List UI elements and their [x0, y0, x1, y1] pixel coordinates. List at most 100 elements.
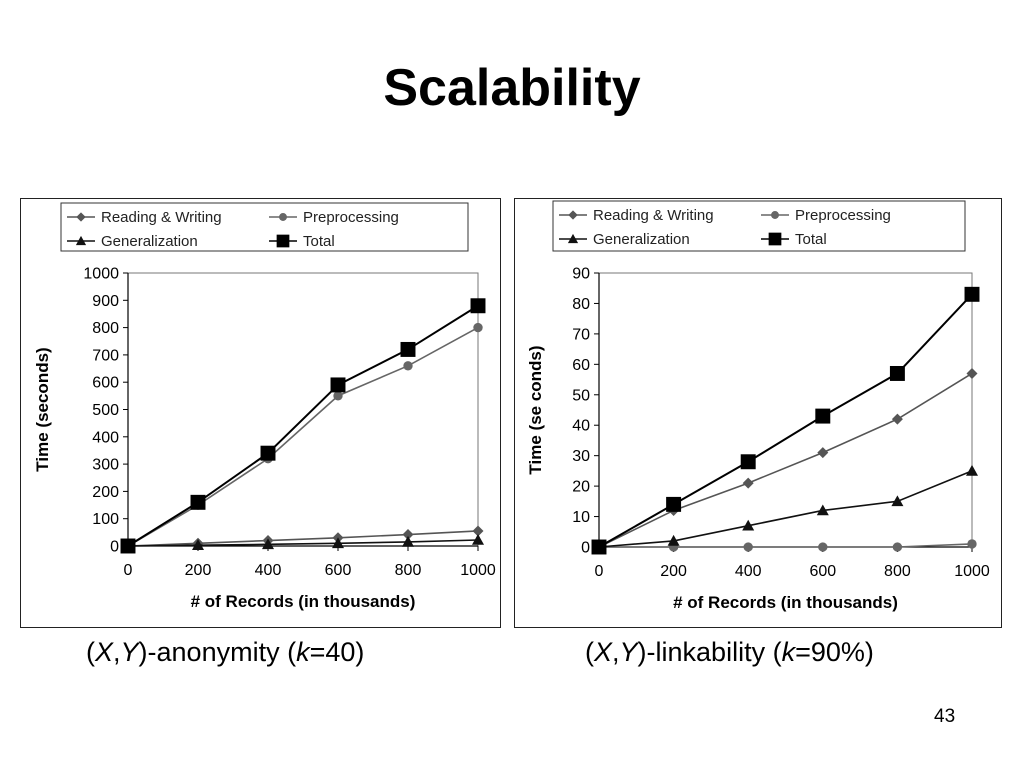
point-generalization — [402, 535, 414, 547]
legend-marker-square — [768, 232, 782, 246]
point-preprocessing — [967, 539, 977, 549]
x-tick-label: 400 — [255, 562, 282, 579]
x-tick-label: 400 — [735, 563, 762, 580]
point-preprocessing — [333, 391, 343, 401]
point-generalization — [966, 464, 978, 476]
legend-marker-triangle — [567, 233, 579, 244]
chart-anonymity: Reading & Writing Preprocessing Generaliza… — [33, 202, 496, 611]
point-reading-writing — [742, 477, 754, 489]
point-reading-writing — [817, 447, 829, 459]
point-preprocessing — [743, 542, 753, 552]
x-tick-label: 800 — [395, 562, 422, 579]
x-axis-label: # of Records (in thousands) — [673, 593, 898, 612]
y-tick-label: 50 — [572, 387, 590, 404]
x-axis-label: # of Records (in thousands) — [191, 592, 416, 611]
y-tick-label: 700 — [92, 347, 119, 364]
series-line-total — [598, 293, 973, 548]
point-generalization — [472, 533, 484, 545]
y-tick-label: 80 — [572, 296, 590, 313]
legend-label: Reading & Writing — [101, 209, 222, 226]
point-generalization — [667, 534, 680, 546]
point-preprocessing — [892, 542, 903, 552]
x-tick-label: 200 — [185, 562, 212, 579]
series-line-reading-writing — [127, 530, 479, 547]
y-tick-label: 0 — [110, 539, 119, 556]
point-preprocessing — [818, 542, 828, 552]
chart-linkability: Reading & Writing Preprocessing Generaliza… — [526, 200, 990, 612]
legend-marker-diamond — [76, 212, 86, 222]
series-line-preprocessing — [127, 326, 479, 547]
chart-panel-linkability: Reading & Writing Preprocessing Generaliza… — [514, 198, 1002, 628]
legend-label: Generalization — [593, 231, 690, 248]
point-total — [120, 538, 136, 554]
point-total — [470, 298, 486, 314]
series-line-preprocessing — [599, 543, 973, 548]
x-tick-label: 1000 — [954, 563, 990, 580]
point-reading-writing — [402, 529, 414, 541]
legend-marker-square — [276, 234, 290, 248]
slide-number: 43 — [934, 706, 956, 727]
point-total — [740, 454, 756, 470]
legend-label: Preprocessing — [303, 209, 399, 226]
y-axis-label: Time (se conds) — [526, 345, 545, 474]
point-generalization — [192, 539, 204, 550]
y-tick-label: 30 — [572, 448, 590, 465]
y-tick-label: 800 — [92, 320, 119, 337]
y-tick-label: 400 — [92, 429, 119, 446]
y-tick-label: 300 — [92, 457, 119, 474]
caption-anonymity: (X,Y)-anonymity (k=40) — [86, 637, 365, 667]
point-total — [330, 377, 346, 393]
x-tick-label: 0 — [124, 562, 133, 579]
point-reading-writing — [472, 525, 484, 537]
y-tick-label: 100 — [92, 511, 119, 528]
series-line-total — [127, 304, 479, 547]
point-generalization — [891, 495, 904, 507]
point-total — [964, 286, 980, 302]
y-tick-label: 200 — [92, 484, 119, 501]
point-reading-writing — [891, 413, 903, 425]
point-total — [591, 539, 607, 555]
y-tick-label: 60 — [572, 357, 590, 374]
point-generalization — [816, 504, 829, 516]
point-generalization — [742, 519, 755, 531]
caption-linkability: (X,Y)-linkability (k=90%) — [585, 637, 874, 667]
legend-label: Reading & Writing — [593, 207, 714, 224]
point-total — [400, 341, 416, 357]
legend-box — [60, 202, 469, 252]
series-line-generalization — [127, 539, 479, 547]
plot-area — [127, 272, 479, 547]
legend-marker-circle — [771, 211, 779, 219]
legend-label: Generalization — [101, 233, 198, 250]
x-tick-label: 1000 — [460, 562, 496, 579]
y-axis-label: Time (seconds) — [33, 347, 52, 471]
x-tick-label: 800 — [884, 563, 911, 580]
legend-marker-circle — [279, 213, 287, 221]
y-tick-label: 500 — [92, 402, 119, 419]
point-total — [190, 494, 206, 510]
x-tick-label: 600 — [325, 562, 352, 579]
y-tick-label: 70 — [572, 326, 590, 343]
chart-panel-anonymity: Reading & Writing Preprocessing Generaliza… — [20, 198, 501, 628]
x-tick-label: 0 — [595, 563, 604, 580]
y-tick-label: 90 — [572, 266, 590, 283]
y-tick-label: 900 — [92, 293, 119, 310]
legend-box — [552, 200, 966, 252]
y-tick-label: 1000 — [83, 266, 119, 283]
y-tick-label: 20 — [572, 479, 590, 496]
point-preprocessing — [403, 361, 413, 371]
point-total — [815, 408, 831, 424]
point-total — [666, 496, 682, 512]
legend-label: Total — [795, 231, 827, 248]
y-tick-label: 40 — [572, 418, 590, 435]
y-tick-label: 10 — [572, 509, 590, 526]
point-generalization — [332, 537, 344, 549]
x-tick-label: 200 — [660, 563, 687, 580]
point-total — [260, 445, 276, 461]
x-tick-label: 600 — [809, 563, 836, 580]
point-generalization — [262, 538, 274, 550]
point-total — [889, 365, 905, 381]
series-line-reading-writing — [598, 372, 973, 548]
legend-label: Total — [303, 233, 335, 250]
legend-label: Preprocessing — [795, 207, 891, 224]
y-tick-label: 600 — [92, 375, 119, 392]
